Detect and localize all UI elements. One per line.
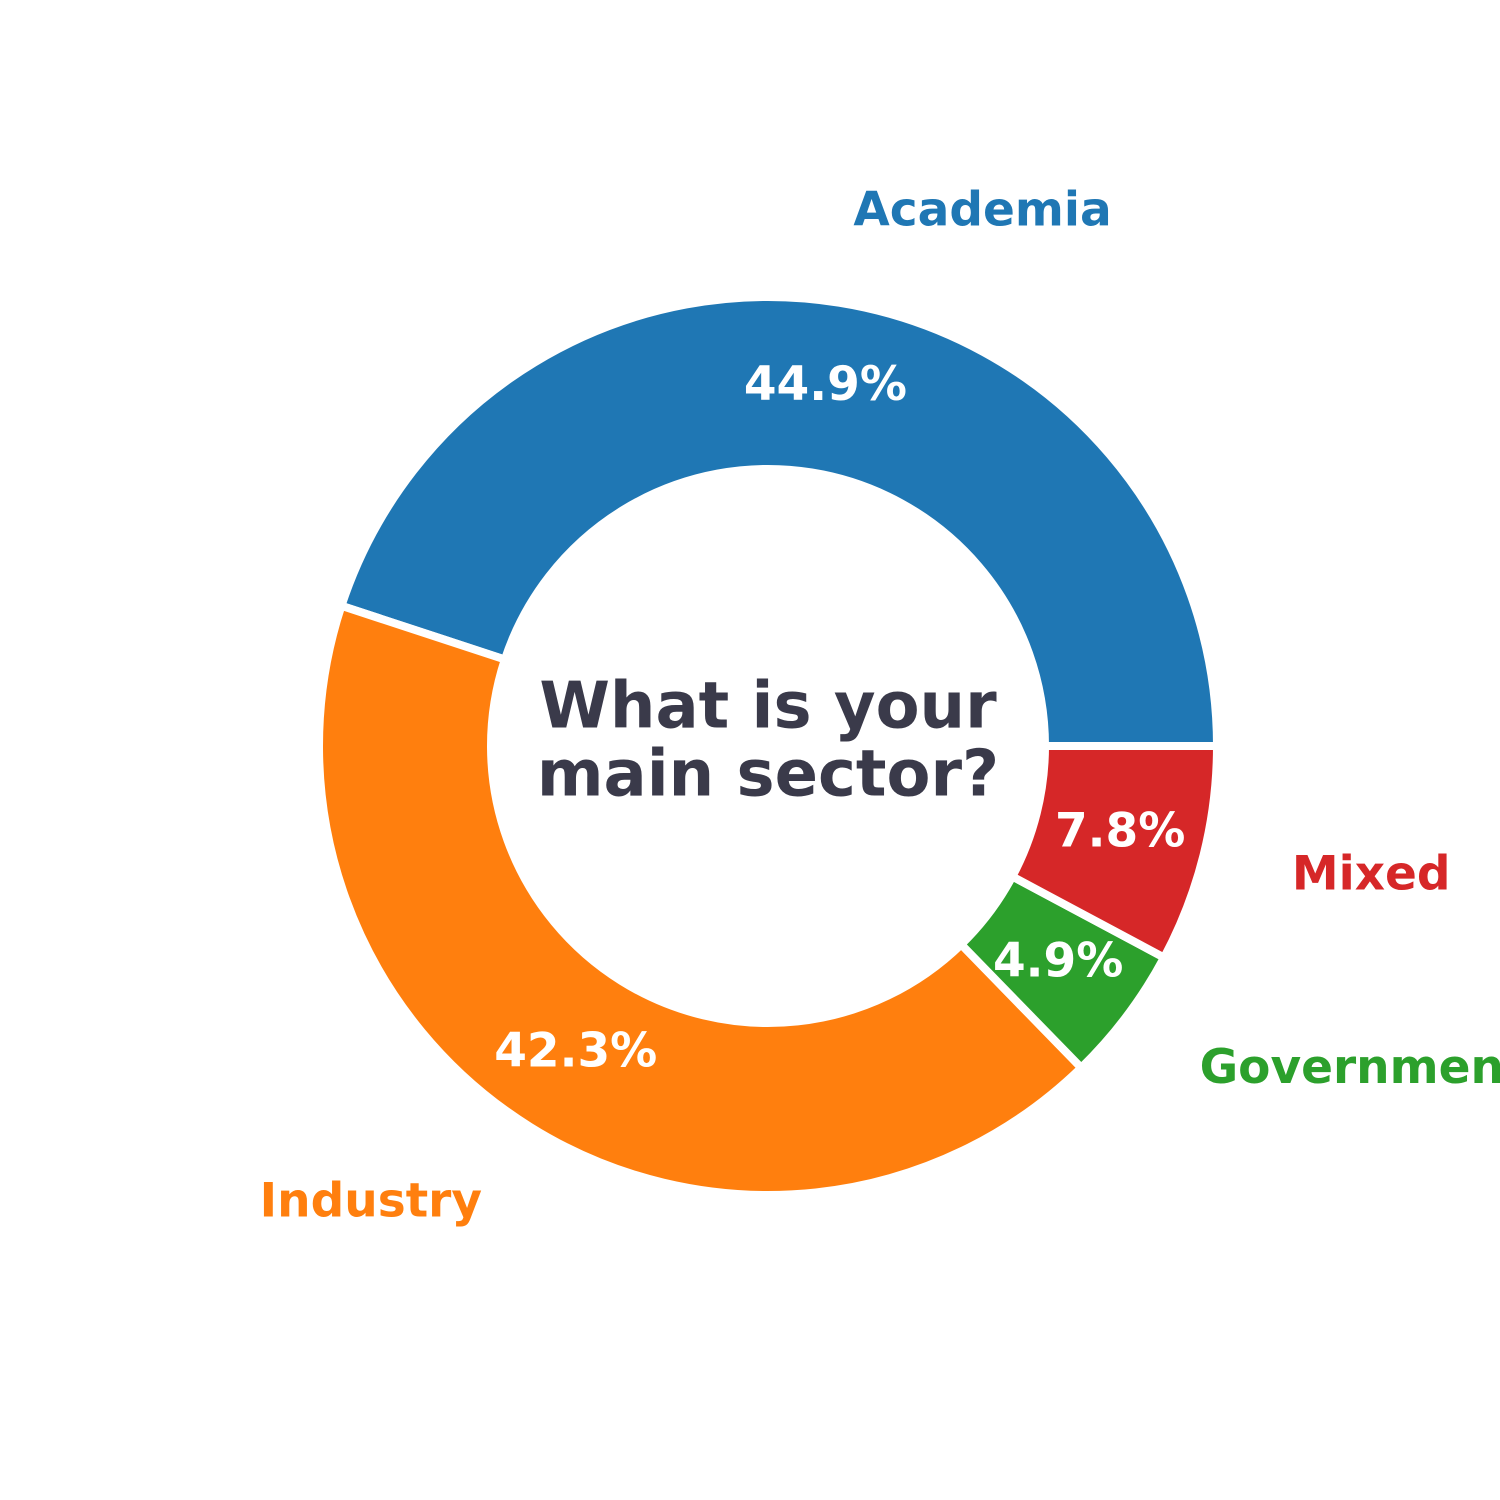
category-label-academia: Academia bbox=[853, 182, 1111, 237]
center-title-line-2: main sector? bbox=[537, 738, 999, 812]
slice-academia bbox=[336, 293, 1222, 750]
category-label-mixed: Mixed bbox=[1292, 847, 1451, 902]
center-title-line-1: What is your bbox=[539, 670, 997, 744]
percentage-labels: 44.9% 42.3% 4.9% 7.8% bbox=[494, 357, 1185, 1078]
pct-label-mixed: 7.8% bbox=[1055, 804, 1185, 859]
donut-slices bbox=[315, 293, 1222, 1199]
pct-label-government: 4.9% bbox=[993, 934, 1123, 989]
slice-mixed bbox=[1006, 742, 1222, 963]
slice-industry bbox=[315, 600, 1087, 1199]
category-label-industry: Industry bbox=[260, 1174, 482, 1229]
pct-label-industry: 42.3% bbox=[494, 1023, 657, 1078]
category-label-government: Government bbox=[1200, 1040, 1500, 1095]
pct-label-academia: 44.9% bbox=[744, 357, 907, 412]
category-labels: Academia Industry Government Mixed bbox=[260, 182, 1500, 1228]
